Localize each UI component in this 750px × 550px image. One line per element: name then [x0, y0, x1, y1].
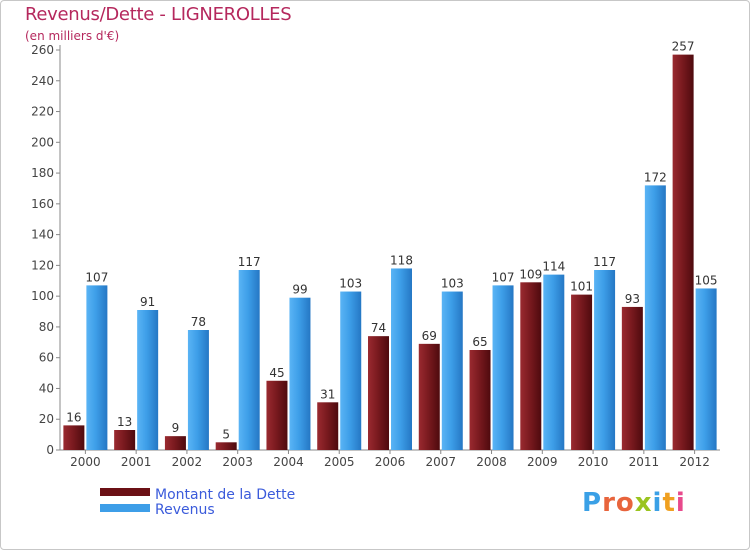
logo-letter: i — [652, 488, 663, 518]
logo-letter: P — [582, 488, 603, 518]
x-tick-label: 2006 — [375, 455, 406, 469]
y-tick-label: 20 — [39, 412, 54, 426]
bar-dette — [469, 350, 491, 450]
y-tick-label: 240 — [31, 74, 54, 88]
x-tick-label: 2010 — [578, 455, 609, 469]
x-tick-label: 2007 — [425, 455, 456, 469]
bar-dette — [317, 402, 339, 450]
y-tick-label: 180 — [31, 166, 54, 180]
bar-revenus — [289, 297, 311, 450]
bar-revenus — [340, 291, 362, 450]
bar-dette — [215, 442, 237, 450]
logo-letter: o — [615, 488, 635, 518]
data-labels: 16 107 13 91 9 78 5 117 45 99 31 103 74 118 69 103 65 107… — [66, 40, 717, 442]
data-label: 45 — [269, 366, 284, 380]
y-tick-label: 60 — [39, 351, 54, 365]
data-label: 103 — [339, 277, 362, 291]
x-tick-label: 2001 — [121, 455, 152, 469]
legend: Montant de la Dette Revenus — [100, 487, 295, 518]
data-label: 99 — [292, 283, 307, 297]
y-tick-label: 260 — [31, 43, 54, 57]
x-tick-label: 2008 — [476, 455, 507, 469]
bar-revenus — [543, 274, 565, 450]
bar-dette — [621, 306, 643, 450]
bar-dette — [266, 380, 288, 450]
bar-dette — [418, 343, 440, 450]
bar-revenus — [86, 285, 108, 450]
data-label: 114 — [542, 260, 565, 274]
data-label: 257 — [672, 40, 695, 54]
data-label: 78 — [191, 315, 206, 329]
x-tick-label: 2011 — [629, 455, 660, 469]
bar-dette — [164, 436, 186, 450]
chart-subtitle: (en milliers d'€) — [25, 29, 120, 43]
legend-label-revenus: Revenus — [155, 502, 215, 518]
bar-revenus — [695, 288, 717, 450]
y-tick-label: 120 — [31, 258, 54, 272]
x-tick-label: 2005 — [324, 455, 355, 469]
bar-revenus — [594, 270, 616, 450]
data-label: 93 — [625, 292, 640, 306]
y-tick-label: 40 — [39, 381, 54, 395]
x-tick-label: 2012 — [679, 455, 710, 469]
x-tick-label: 2000 — [70, 455, 101, 469]
data-label: 117 — [593, 255, 616, 269]
bar-dette — [63, 425, 85, 450]
bars — [63, 54, 717, 450]
data-label: 13 — [117, 415, 132, 429]
bar-dette — [672, 54, 694, 450]
data-label: 31 — [320, 387, 335, 401]
chart-title: Revenus/Dette - LIGNEROLLES — [25, 4, 292, 25]
axes: 0 20 40 60 80 100 120 140 160 180 200 220 240 260 2000… — [31, 43, 720, 469]
bar-revenus — [391, 268, 412, 450]
bar-dette — [520, 282, 542, 450]
x-tick-label: 2003 — [222, 455, 253, 469]
x-tick-label: 2002 — [172, 455, 203, 469]
legend-swatch-revenus — [100, 504, 150, 512]
data-label: 9 — [172, 421, 180, 435]
bar-revenus — [441, 291, 463, 450]
data-label: 65 — [472, 335, 487, 349]
logo-letter: i — [675, 488, 686, 518]
y-tick-label: 160 — [31, 197, 54, 211]
x-tick-label: 2009 — [527, 455, 558, 469]
data-label: 101 — [570, 280, 593, 294]
bar-dette — [571, 294, 593, 450]
logo-letter: x — [634, 488, 653, 518]
legend-swatch-dette — [100, 488, 150, 496]
y-tick-label: 80 — [39, 320, 54, 334]
data-label: 69 — [422, 329, 437, 343]
data-label: 107 — [492, 270, 515, 284]
data-label: 16 — [66, 410, 81, 424]
data-label: 74 — [371, 321, 386, 335]
bar-revenus — [644, 185, 666, 450]
data-label: 172 — [644, 170, 667, 184]
bar-revenus — [238, 270, 260, 450]
data-label: 117 — [238, 255, 261, 269]
logo-letter: t — [662, 488, 676, 518]
data-label: 5 — [222, 427, 230, 441]
bar-revenus — [137, 310, 159, 450]
proxiti-logo: Proxiti — [582, 488, 686, 518]
data-label: 118 — [390, 253, 413, 267]
data-label: 107 — [85, 270, 108, 284]
logo-letter: r — [602, 488, 616, 518]
y-tick-label: 100 — [31, 289, 54, 303]
bar-revenus — [492, 285, 514, 450]
data-label: 105 — [695, 273, 718, 287]
bar-dette — [114, 430, 136, 450]
data-label: 91 — [140, 295, 155, 309]
y-tick-label: 0 — [46, 443, 54, 457]
y-tick-label: 140 — [31, 228, 54, 242]
data-label: 109 — [519, 267, 542, 281]
bar-dette — [368, 336, 389, 450]
y-tick-label: 200 — [31, 135, 54, 149]
y-tick-label: 220 — [31, 105, 54, 119]
x-tick-label: 2004 — [273, 455, 304, 469]
legend-label-dette: Montant de la Dette — [155, 487, 295, 503]
data-label: 103 — [441, 277, 464, 291]
bar-revenus — [187, 330, 209, 450]
